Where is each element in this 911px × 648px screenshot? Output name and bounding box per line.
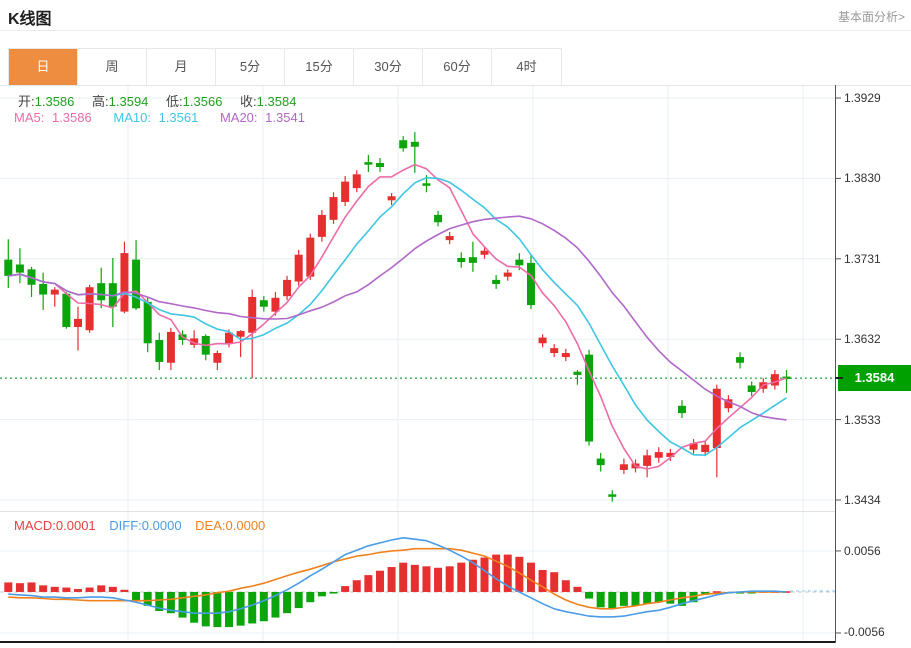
macd-legend: MACD:0.0001 DIFF:0.0000 DEA:0.0000 — [14, 518, 275, 533]
dea-item: DEA:0.0000 — [195, 518, 265, 533]
ohlc-legend: 开:1.3586 高:1.3594 低:1.3566 收:1.3584 — [18, 91, 310, 110]
price-tick-5: 1.3533 — [844, 413, 881, 427]
ma20-item: MA20: 1.3541 — [220, 110, 309, 125]
page-title: K线图 — [8, 11, 52, 28]
low-label: 低: — [166, 94, 183, 109]
ma20-value: 1.3541 — [265, 110, 305, 125]
tab-day[interactable]: 日 — [9, 49, 78, 85]
ma10-value: 1.3561 — [158, 110, 199, 125]
ma5-label: MA5: — [14, 110, 45, 125]
ma10-label: MA10: — [113, 110, 151, 125]
price-tick-2: 1.3830 — [844, 171, 881, 185]
price-badge-tick-icon — [835, 377, 843, 379]
macd-tick-neg: -0.0056 — [844, 625, 885, 639]
high-label: 高: — [92, 94, 109, 109]
interval-tabbar: 日 周 月 5分 15分 30分 60分 4时 — [8, 48, 562, 86]
price-tick-6: 1.3434 — [844, 493, 881, 507]
price-tick-4: 1.3632 — [844, 332, 881, 346]
macd-tick-pos: 0.0056 — [844, 544, 881, 558]
header: K线图 基本面分析> — [0, 0, 911, 31]
fundamental-analysis-link[interactable]: 基本面分析> — [837, 10, 905, 24]
close-value: 1.3584 — [256, 94, 297, 109]
ma5-item: MA5: 1.3586 — [14, 110, 96, 125]
price-tick-1: 1.3929 — [844, 91, 881, 105]
dea-value: 0.0000 — [225, 518, 266, 533]
current-price-value: 1.3584 — [854, 370, 895, 385]
ma10-item: MA10: 1.3561 — [113, 110, 202, 125]
tab-60min[interactable]: 60分 — [423, 49, 492, 85]
close-label: 收: — [240, 94, 257, 109]
ma5-value: 1.3586 — [51, 110, 92, 125]
macd-item: MACD:0.0001 — [14, 518, 96, 533]
low-value: 1.3566 — [182, 94, 223, 109]
tab-30min[interactable]: 30分 — [354, 49, 423, 85]
open-value: 1.3586 — [34, 94, 75, 109]
dea-label: DEA: — [195, 518, 226, 533]
diff-item: DIFF:0.0000 — [109, 518, 181, 533]
tab-4hour[interactable]: 4时 — [492, 49, 561, 85]
ma20-label: MA20: — [219, 110, 258, 125]
tab-month[interactable]: 月 — [147, 49, 216, 85]
ma-legend: MA5: 1.3586 MA10: 1.3561 MA20: 1.3541 — [14, 110, 323, 125]
price-tick-3: 1.3731 — [844, 252, 881, 266]
open-label: 开: — [18, 94, 35, 109]
tab-5min[interactable]: 5分 — [216, 49, 285, 85]
macd-value: 0.0001 — [55, 518, 96, 533]
macd-label: MACD: — [14, 518, 56, 533]
current-price-badge: 1.3584 — [835, 365, 911, 391]
diff-value: 0.0000 — [141, 518, 182, 533]
tab-week[interactable]: 周 — [78, 49, 147, 85]
tab-15min[interactable]: 15分 — [285, 49, 354, 85]
diff-label: DIFF: — [109, 518, 142, 533]
high-value: 1.3594 — [108, 94, 149, 109]
